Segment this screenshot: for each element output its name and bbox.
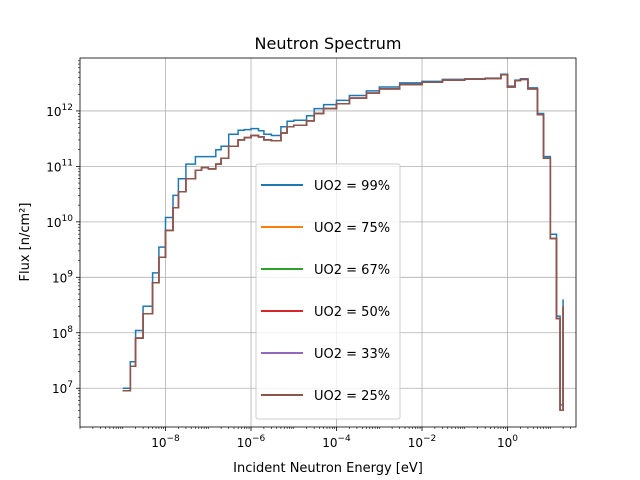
y-axis-label: Flux [n/cm²] <box>18 203 33 282</box>
y-tick-base: 10 <box>46 105 61 119</box>
legend: UO2 = 99% UO2 = 75% UO2 = 67% UO2 = 50% UO2 … <box>255 163 401 420</box>
y-tick-label: 108 <box>52 325 73 341</box>
y-tick-base: 10 <box>46 160 61 174</box>
legend-box <box>255 163 401 420</box>
x-tick-exponent: −4 <box>338 434 352 444</box>
y-tick-base: 10 <box>52 271 67 285</box>
x-tick-label: 100 <box>497 434 518 450</box>
x-tick-exponent: 0 <box>512 434 518 444</box>
y-tick-label: 1010 <box>46 214 73 230</box>
y-tick-label: 107 <box>52 380 73 396</box>
y-tick-exponent: 9 <box>67 269 73 279</box>
x-tick-label: 10−8 <box>151 434 180 450</box>
x-tick-exponent: −6 <box>252 434 266 444</box>
x-tick-label: 10−2 <box>408 434 437 450</box>
x-axis-ticks: 10−8 10−6 10−4 10−2 100 <box>79 427 571 450</box>
y-tick-exponent: 8 <box>67 325 73 335</box>
x-tick-base: 10 <box>237 436 252 450</box>
y-tick-base: 10 <box>52 382 67 396</box>
y-tick-base: 10 <box>52 327 67 341</box>
legend-label: UO2 = 25% <box>314 389 390 404</box>
y-tick-label: 1011 <box>46 158 73 174</box>
y-tick-exponent: 10 <box>62 214 74 224</box>
x-tick-label: 10−4 <box>322 434 351 450</box>
x-tick-base: 10 <box>322 436 337 450</box>
y-tick-exponent: 11 <box>62 158 73 168</box>
x-tick-exponent: −8 <box>167 434 181 444</box>
x-tick-label: 10−6 <box>237 434 266 450</box>
legend-label: UO2 = 33% <box>314 347 390 362</box>
x-tick-base: 10 <box>408 436 423 450</box>
chart-title: Neutron Spectrum <box>255 34 402 53</box>
legend-label: UO2 = 50% <box>314 305 390 320</box>
y-tick-label: 1012 <box>46 103 73 119</box>
series-layer <box>122 73 564 412</box>
series-line-6 <box>122 73 564 412</box>
plot-frame <box>79 57 577 428</box>
legend-label: UO2 = 75% <box>314 221 390 236</box>
x-tick-base: 10 <box>151 436 166 450</box>
y-tick-exponent: 7 <box>67 380 73 390</box>
x-tick-exponent: −2 <box>423 434 436 444</box>
y-tick-exponent: 12 <box>62 103 73 113</box>
x-tick-base: 10 <box>497 436 512 450</box>
y-tick-label: 109 <box>52 269 73 285</box>
y-tick-base: 10 <box>46 216 61 230</box>
legend-label: UO2 = 99% <box>314 179 390 194</box>
legend-label: UO2 = 67% <box>314 263 390 278</box>
x-axis-label: Incident Neutron Energy [eV] <box>233 461 423 476</box>
